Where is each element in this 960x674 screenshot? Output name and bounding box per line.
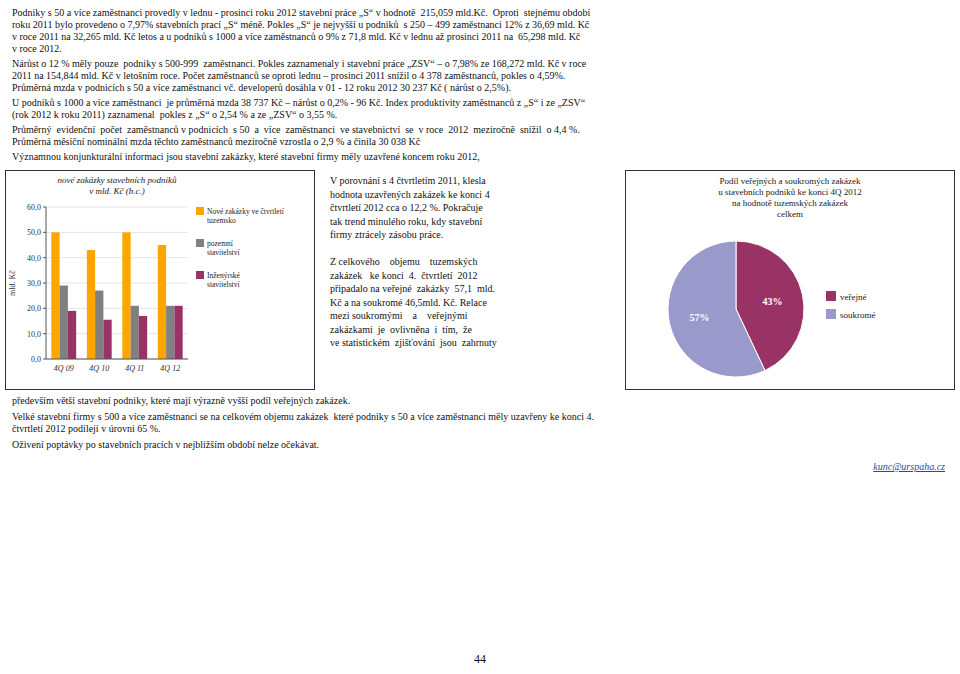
text-line: Velké stavební firmy s 500 a více zaměst… xyxy=(12,411,594,423)
paragraph: především větší stavební podniky, které … xyxy=(12,395,594,407)
text-line: zakázek ke konci 4. čtvrtletí 2012 xyxy=(330,269,620,283)
text-line: Kč a na soukromé 46,5mld. Kč. Relace xyxy=(330,296,620,310)
legend-swatch xyxy=(196,239,204,247)
text-line: mezi soukromými a veřejnými xyxy=(330,309,620,323)
text-line: Z celkového objemu tuzemských xyxy=(330,255,620,269)
paragraph: Nárůst o 12 % měly pouze podniky s 500-9… xyxy=(12,58,590,94)
bar xyxy=(139,316,147,359)
pie-slice xyxy=(668,241,765,377)
text-line: Významnou konjunkturální informaci jsou … xyxy=(12,151,590,163)
paragraph: U podniků s 1000 a více zaměstnanci je p… xyxy=(12,97,590,121)
bar xyxy=(122,232,130,359)
text-line: V porovnání s 4 čtvrtletím 2011, klesla xyxy=(330,174,620,188)
y-tick-label: 0,0 xyxy=(31,355,41,364)
paragraph: Podniky s 50 a více zaměstnanci provedly… xyxy=(12,7,590,55)
text-line: roku 2011 bylo provedeno o 7,97% stavebn… xyxy=(12,19,590,31)
legend-label: Inženýrskéstavitelství xyxy=(207,271,241,289)
legend-label: Nové zakázky ve čtvrtletítuzemsko xyxy=(207,207,284,225)
paragraph: Oživení poptávky po stavebních pracích v… xyxy=(12,439,594,451)
text-line: připadalo na veřejné zakázky 57,1 mld. xyxy=(330,282,620,296)
data-label: 57% xyxy=(690,312,710,323)
chart-title: nové zakázky stavebních podnikův mld. Kč… xyxy=(57,175,177,196)
chart-title: Podíl veřejných a soukromých zakázeku st… xyxy=(718,176,861,219)
x-tick-label: 4Q 12 xyxy=(160,364,180,373)
text-line: firmy ztrácely zásobu práce. xyxy=(330,228,620,242)
bar xyxy=(51,232,59,359)
axis-label: mld. Kč xyxy=(8,270,17,296)
text-line: v roce 2011 na 32,265 mld. Kč letos a u … xyxy=(12,31,590,43)
text-line: (rok 2012 k roku 2011) zaznamenal pokles… xyxy=(12,109,590,121)
text-line: ve statistickém zjišťování jsou zahrnuty xyxy=(330,336,620,350)
legend-label: veřejné xyxy=(840,292,866,302)
y-gridline xyxy=(46,257,188,258)
text-line: v roce 2012. xyxy=(12,43,590,55)
text-line: Oživení poptávky po stavebních pracích v… xyxy=(12,439,594,451)
text-line: Nárůst o 12 % měly pouze podniky s 500-9… xyxy=(12,58,590,70)
paragraph: Z celkového objemu tuzemskýchzakázek ke … xyxy=(330,255,620,350)
bar xyxy=(68,311,76,359)
y-gridline xyxy=(46,232,188,233)
text-line: čtvrtletí 2012 podílejí v úrovni 65 %. xyxy=(12,423,594,435)
slices xyxy=(668,241,804,377)
paragraph: Velké stavební firmy s 500 a více zaměst… xyxy=(12,411,594,435)
bar xyxy=(166,306,174,359)
y-tick-label: 40,0 xyxy=(27,254,41,263)
y-gridline xyxy=(46,207,188,208)
email: kunc@urspaha.cz xyxy=(873,461,945,472)
text-block: Podniky s 50 a více zaměstnanci provedly… xyxy=(12,7,590,166)
legend: Nové zakázky ve čtvrtletítuzemsko pozemní… xyxy=(196,207,284,289)
legend-swatch xyxy=(196,271,204,279)
y-tick-label: 10,0 xyxy=(27,330,41,339)
legend-swatch xyxy=(196,207,204,215)
text-line: čtvrtletí 2012 cca o 12,2 %. Pokračuje xyxy=(330,201,620,215)
page-number: 44 xyxy=(0,652,960,667)
legend-label: pozemnístavitelství xyxy=(207,239,240,257)
bar xyxy=(87,250,95,359)
y-axis xyxy=(46,207,47,359)
bar xyxy=(103,320,111,359)
text-block: V porovnání s 4 čtvrtletím 2011, kleslah… xyxy=(330,174,620,350)
x-tick-label: 4Q 09 xyxy=(54,364,74,373)
text-block: především větší stavební podniky, které … xyxy=(12,395,594,455)
y-gridline xyxy=(46,359,188,360)
paragraph: Průměrný evidenční počet zaměstnanců v p… xyxy=(12,124,590,148)
y-tick-label: 60,0 xyxy=(27,203,41,212)
legend-label: soukromé xyxy=(840,310,876,320)
bar xyxy=(158,245,166,359)
text-line: U podniků s 1000 a více zaměstnanci je p… xyxy=(12,97,590,109)
legend: veřejné soukromé xyxy=(826,291,876,320)
text-line: hodnota uzavřených zakázek ke konci 4 xyxy=(330,188,620,202)
data-label: 43% xyxy=(762,296,782,307)
chart-row: nové zakázky stavebních podnikův mld. Kč… xyxy=(0,170,960,392)
x-axis xyxy=(46,359,188,360)
x-tick-label: 4Q 10 xyxy=(89,364,109,373)
text-line: Průměrný evidenční počet zaměstnanců v p… xyxy=(12,124,590,136)
text-line: 2011 na 154,844 mld. Kč v letošním roce.… xyxy=(12,70,590,82)
y-tick-label: 30,0 xyxy=(27,279,41,288)
x-tick-label: 4Q 11 xyxy=(125,364,144,373)
bar-chart: nové zakázky stavebních podnikův mld. Kč… xyxy=(6,171,314,389)
text-line: zakázkami je ovlivněna i tím, že xyxy=(330,323,620,337)
bar xyxy=(60,286,68,359)
bar-panel: nové zakázky stavebních podnikův mld. Kč… xyxy=(5,170,315,390)
text-line: Průměrná měsíční nominální mzda těchto z… xyxy=(12,136,590,148)
legend-swatch xyxy=(826,291,836,301)
y-tick-label: 20,0 xyxy=(27,304,41,313)
bar xyxy=(174,306,182,359)
pie-panel: Podíl veřejných a soukromých zakázeku st… xyxy=(625,170,955,390)
bar xyxy=(131,306,139,359)
text-line: tak trend minulého roku, kdy stavební xyxy=(330,215,620,229)
y-tick-label: 50,0 xyxy=(27,228,41,237)
text-line: Průměrná mzda v podnicích s 50 a více za… xyxy=(12,82,590,94)
text-line: Podniky s 50 a více zaměstnanci provedly… xyxy=(12,7,590,19)
paragraph: Významnou konjunkturální informaci jsou … xyxy=(12,151,590,163)
pie-chart: Podíl veřejných a soukromých zakázeku st… xyxy=(626,171,954,389)
legend-swatch xyxy=(826,309,836,319)
y-gridline xyxy=(46,283,188,284)
paragraph: V porovnání s 4 čtvrtletím 2011, kleslah… xyxy=(330,174,620,242)
text-line: především větší stavební podniky, které … xyxy=(12,395,594,407)
bars xyxy=(51,232,182,359)
bar xyxy=(95,291,103,359)
